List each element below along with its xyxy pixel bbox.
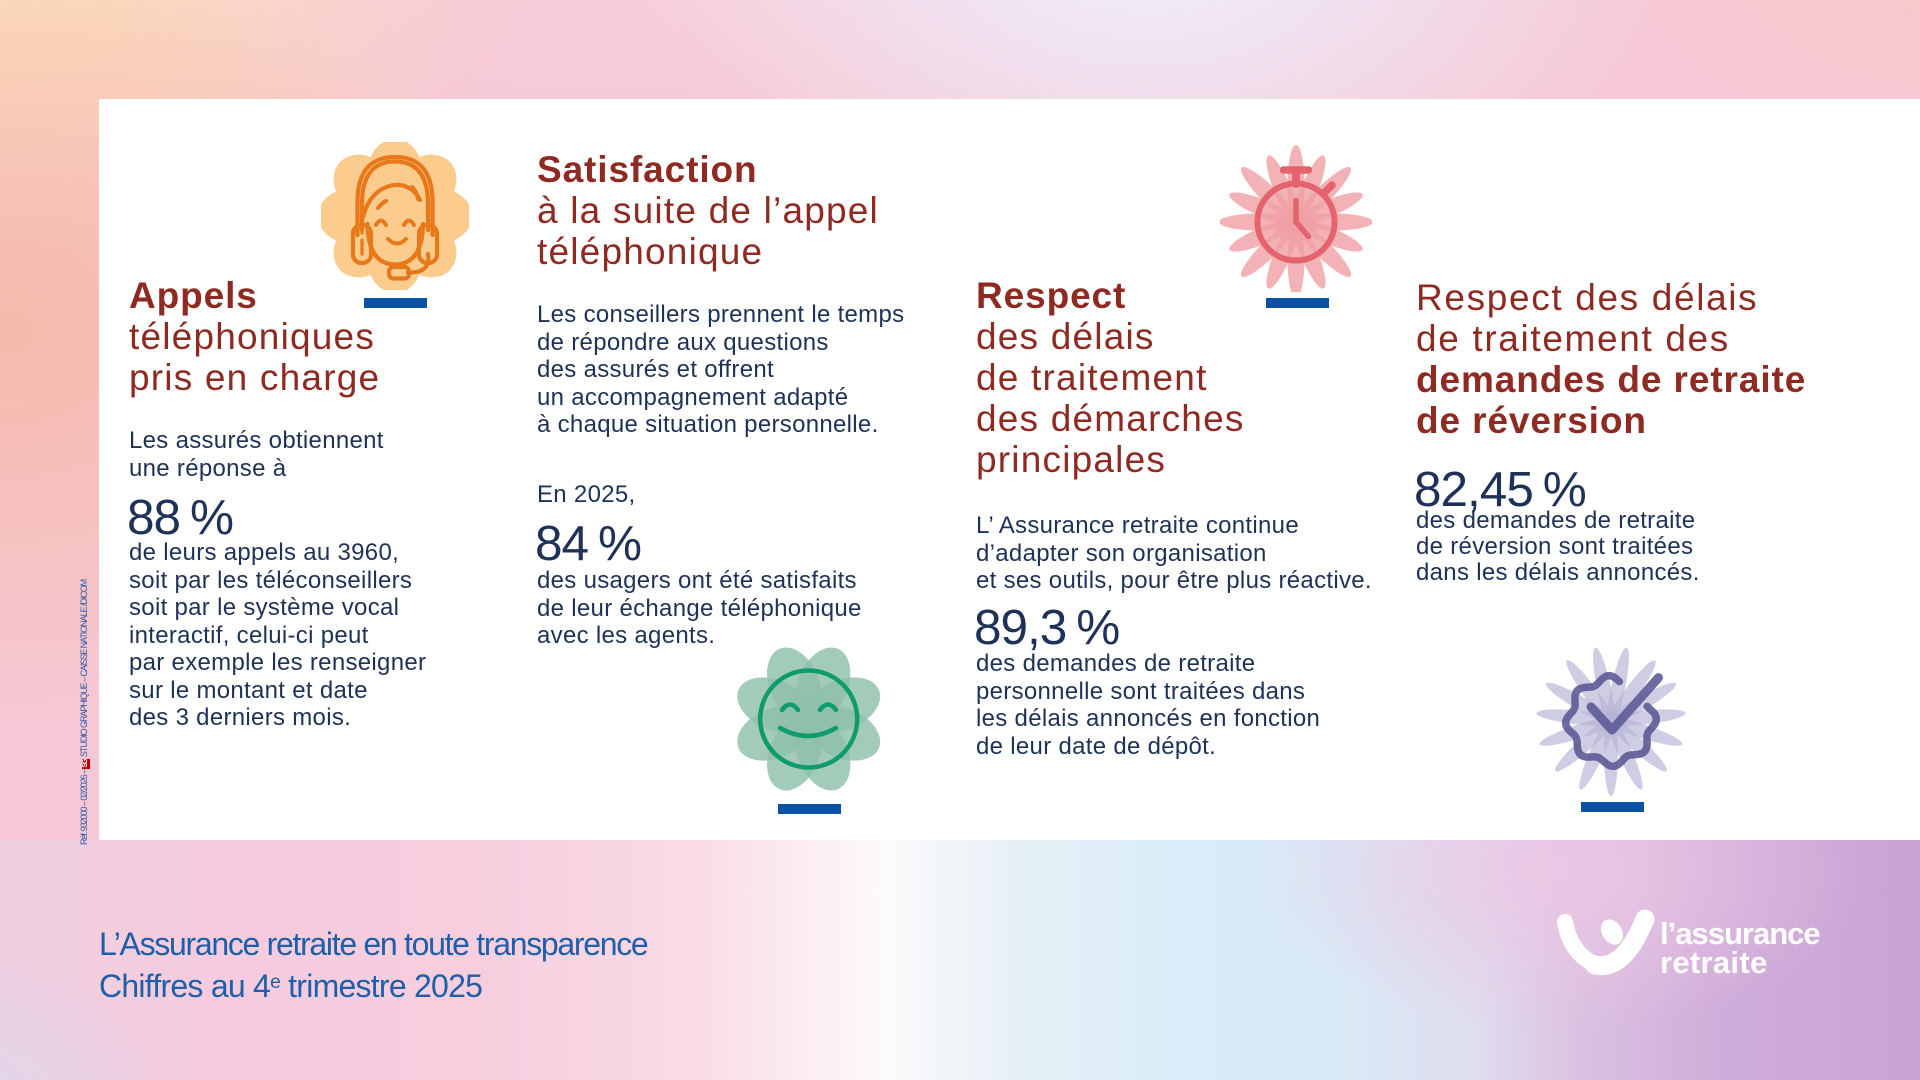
svg-text:l’assurance: l’assurance <box>1660 916 1820 951</box>
svg-text:retraite: retraite <box>1660 945 1768 980</box>
